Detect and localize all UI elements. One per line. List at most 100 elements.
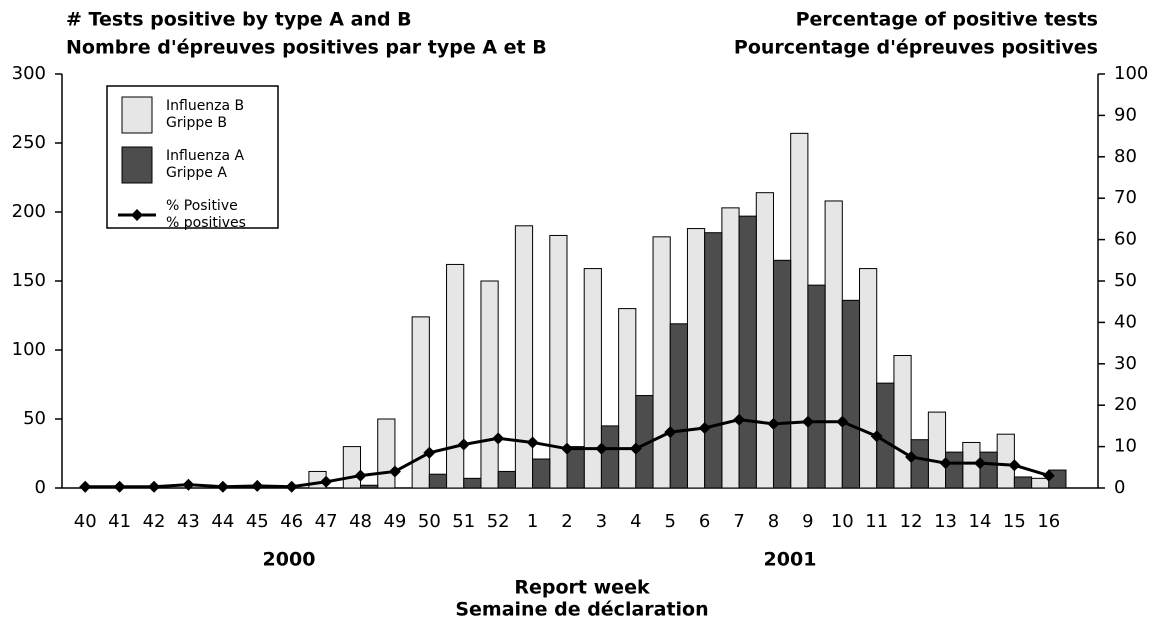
y-tick-label: 200 (12, 201, 46, 222)
y-tick-label: 250 (12, 132, 46, 153)
bar (480, 280, 499, 489)
bar (342, 446, 362, 489)
marker (767, 417, 780, 430)
x-tick-label: 14 (969, 511, 992, 532)
marker (423, 446, 436, 459)
bar (824, 200, 843, 489)
marker (905, 450, 918, 463)
bar (893, 355, 912, 489)
bar (532, 458, 551, 489)
bar (583, 268, 602, 489)
legend-label: Influenza A (166, 148, 245, 164)
x-tick-label: 52 (487, 511, 510, 532)
y2-tick-label: 40 (1114, 311, 1137, 332)
bar (927, 411, 947, 489)
y-tick-label: 100 (12, 339, 46, 360)
marker (1042, 469, 1055, 482)
bar (721, 207, 740, 489)
y2-tick-label: 30 (1114, 353, 1137, 374)
bar (910, 439, 929, 489)
x-tick-label: 51 (452, 511, 475, 532)
bar (686, 228, 706, 489)
bar (497, 470, 516, 489)
bar (360, 484, 379, 489)
x-tick-label: 40 (74, 511, 97, 532)
y2-tick-label: 70 (1114, 187, 1137, 208)
bar (772, 259, 792, 489)
y2-tick-label: 20 (1114, 394, 1137, 415)
legend-label: % positives (166, 215, 246, 231)
marker (629, 442, 642, 455)
y2-tick-label: 80 (1114, 146, 1137, 167)
bar (979, 451, 998, 489)
bar (377, 418, 396, 489)
x-tick-label: 10 (831, 511, 854, 532)
marker (388, 465, 401, 478)
bar (411, 316, 430, 489)
marker (148, 480, 161, 493)
year-label: 2000 (263, 549, 316, 571)
marker (285, 480, 298, 493)
marker (216, 480, 229, 493)
legend-swatch (121, 96, 153, 134)
x-tick-label: 9 (802, 511, 813, 532)
marker (733, 413, 746, 426)
marker (595, 442, 608, 455)
x-tick-label: 6 (699, 511, 710, 532)
bar (755, 192, 774, 489)
marker (973, 457, 986, 470)
year-label: 2001 (764, 549, 817, 571)
x-tick-label: 41 (108, 511, 131, 532)
bar (704, 232, 723, 489)
x-tick-label: 7 (733, 511, 744, 532)
bar (566, 446, 585, 489)
x-tick-label: 46 (280, 511, 303, 532)
bar (1013, 476, 1033, 489)
marker (526, 436, 539, 449)
x-tick-label: 47 (315, 511, 338, 532)
legend-swatch (121, 146, 153, 184)
left-axis-title: Nombre d'épreuves positives par type A e… (66, 37, 547, 59)
marker (492, 432, 505, 445)
bar (463, 477, 482, 489)
bar (514, 225, 534, 489)
y2-tick-label: 60 (1114, 229, 1137, 250)
y2-tick-label: 50 (1114, 270, 1137, 291)
x-tick-label: 48 (349, 511, 372, 532)
x-tick-label: 5 (665, 511, 676, 532)
y2-tick-label: 100 (1114, 63, 1148, 84)
x-axis-title: Report week (514, 577, 650, 599)
bar (428, 473, 448, 489)
y2-tick-label: 0 (1114, 477, 1125, 498)
marker (1008, 459, 1021, 472)
bar (738, 215, 757, 489)
bar (996, 433, 1015, 489)
bar (841, 299, 861, 489)
legend-marker (131, 209, 143, 221)
x-tick-label: 45 (246, 511, 269, 532)
marker (870, 430, 883, 443)
bar (618, 308, 637, 489)
marker (664, 426, 677, 439)
left-axis-title: # Tests positive by type A and B (66, 9, 412, 31)
marker (698, 421, 711, 434)
marker (251, 479, 264, 492)
x-tick-label: 49 (383, 511, 406, 532)
marker (801, 415, 814, 428)
y2-tick-label: 90 (1114, 104, 1137, 125)
bar (549, 234, 568, 489)
y2-tick-label: 10 (1114, 436, 1137, 457)
x-tick-label: 12 (900, 511, 923, 532)
y-tick-label: 0 (35, 477, 46, 498)
x-tick-label: 43 (177, 511, 200, 532)
x-tick-label: 3 (596, 511, 607, 532)
x-tick-label: 44 (211, 511, 234, 532)
x-tick-label: 11 (865, 511, 888, 532)
marker (320, 475, 333, 488)
bar (652, 236, 671, 489)
bar (669, 323, 688, 489)
marker (79, 480, 92, 493)
x-tick-label: 13 (934, 511, 957, 532)
bar (859, 268, 878, 489)
